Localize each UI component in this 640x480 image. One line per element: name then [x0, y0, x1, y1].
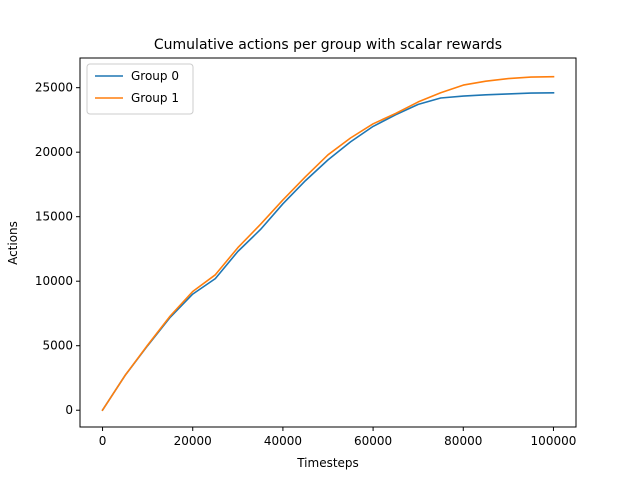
x-tick-label: 80000 [444, 434, 482, 448]
legend-label: Group 1 [131, 91, 179, 105]
x-axis-label: Timesteps [296, 456, 359, 470]
y-axis-ticks: 0 5000 10000 15000 20000 25000 [35, 81, 80, 417]
y-tick-label: 0 [65, 403, 73, 417]
x-axis-ticks: 0 20000 40000 60000 80000 100000 [99, 427, 577, 448]
x-tick-label: 0 [99, 434, 107, 448]
plot-lines [101, 75, 555, 412]
y-tick-label: 20000 [35, 145, 73, 159]
y-axis-label: Actions [6, 221, 20, 265]
y-tick-label: 25000 [35, 81, 73, 95]
chart-title: Cumulative actions per group with scalar… [154, 37, 502, 53]
series-line-group-0 [101, 91, 555, 412]
y-tick-label: 10000 [35, 274, 73, 288]
x-tick-label: 40000 [264, 434, 302, 448]
y-tick-label: 5000 [42, 339, 73, 353]
legend: Group 0 Group 1 [86, 63, 194, 115]
plot-frame [79, 57, 577, 428]
x-tick-label: 100000 [531, 434, 577, 448]
x-tick-label: 60000 [354, 434, 392, 448]
x-tick-label: 20000 [174, 434, 212, 448]
y-tick-label: 15000 [35, 210, 73, 224]
legend-label: Group 0 [131, 69, 179, 83]
series-line-group-1 [101, 75, 555, 412]
